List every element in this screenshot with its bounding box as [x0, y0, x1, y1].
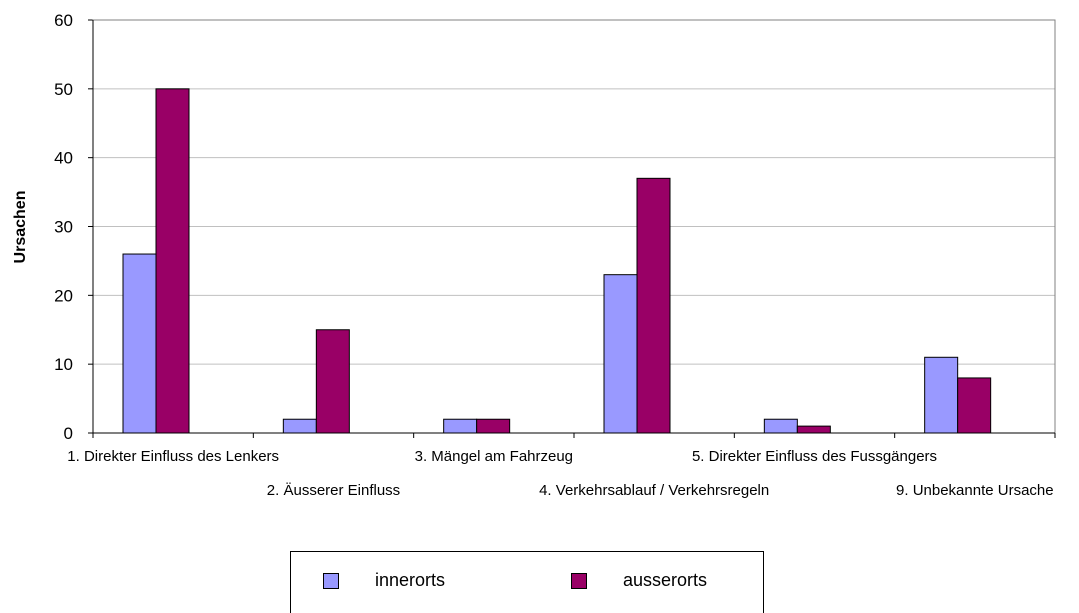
legend: innerorts ausserorts [290, 551, 764, 613]
bar-innerorts [763, 418, 798, 434]
category-label: 3. Mängel am Fahrzeug [415, 448, 573, 465]
category-labels: 1. Direkter Einfluss des Lenkers 2. Äusse… [67, 448, 1053, 499]
bar-innerorts [443, 418, 478, 434]
y-tick-label: 10 [54, 355, 73, 374]
axes [92, 19, 1056, 438]
y-tick-label: 50 [54, 80, 73, 99]
bar-ausserorts [957, 377, 992, 434]
legend-label-ausserorts: ausserorts [623, 570, 708, 590]
category-label: 4. Verkehrsablauf / Verkehrsregeln [539, 482, 769, 499]
legend-label-innerorts: innerorts [375, 570, 446, 590]
bar-ausserorts [476, 418, 511, 434]
y-tick-label: 20 [54, 286, 73, 305]
y-tick-label: 60 [54, 11, 73, 30]
category-label: 5. Direkter Einfluss des Fussgängers [692, 448, 937, 465]
legend-item-ausserorts: ausserorts [571, 570, 707, 591]
bar-ausserorts [315, 329, 350, 434]
bar-innerorts [282, 418, 317, 434]
bar-innerorts [924, 356, 959, 434]
category-label: 9. Unbekannte Ursache [896, 482, 1054, 499]
bar-ausserorts [636, 177, 671, 434]
y-tick-label: 0 [64, 424, 73, 443]
bar-ausserorts [796, 425, 831, 434]
legend-swatch-innerorts [323, 572, 339, 589]
bar-innerorts [122, 253, 157, 434]
legend-item-innerorts: innerorts [323, 570, 445, 591]
category-label: 1. Direkter Einfluss des Lenkers [67, 448, 279, 465]
bars [122, 88, 992, 434]
gridlines [88, 19, 1055, 434]
y-axis-label: Ursachen [12, 191, 29, 264]
bar-innerorts [603, 274, 638, 434]
y-tick-labels: 0 10 20 30 40 50 60 [54, 11, 73, 443]
legend-swatch-ausserorts [571, 572, 587, 589]
y-tick-label: 30 [54, 218, 73, 237]
bar-ausserorts [155, 88, 190, 434]
category-label: 2. Äusserer Einfluss [267, 482, 400, 499]
y-tick-label: 40 [54, 149, 73, 168]
